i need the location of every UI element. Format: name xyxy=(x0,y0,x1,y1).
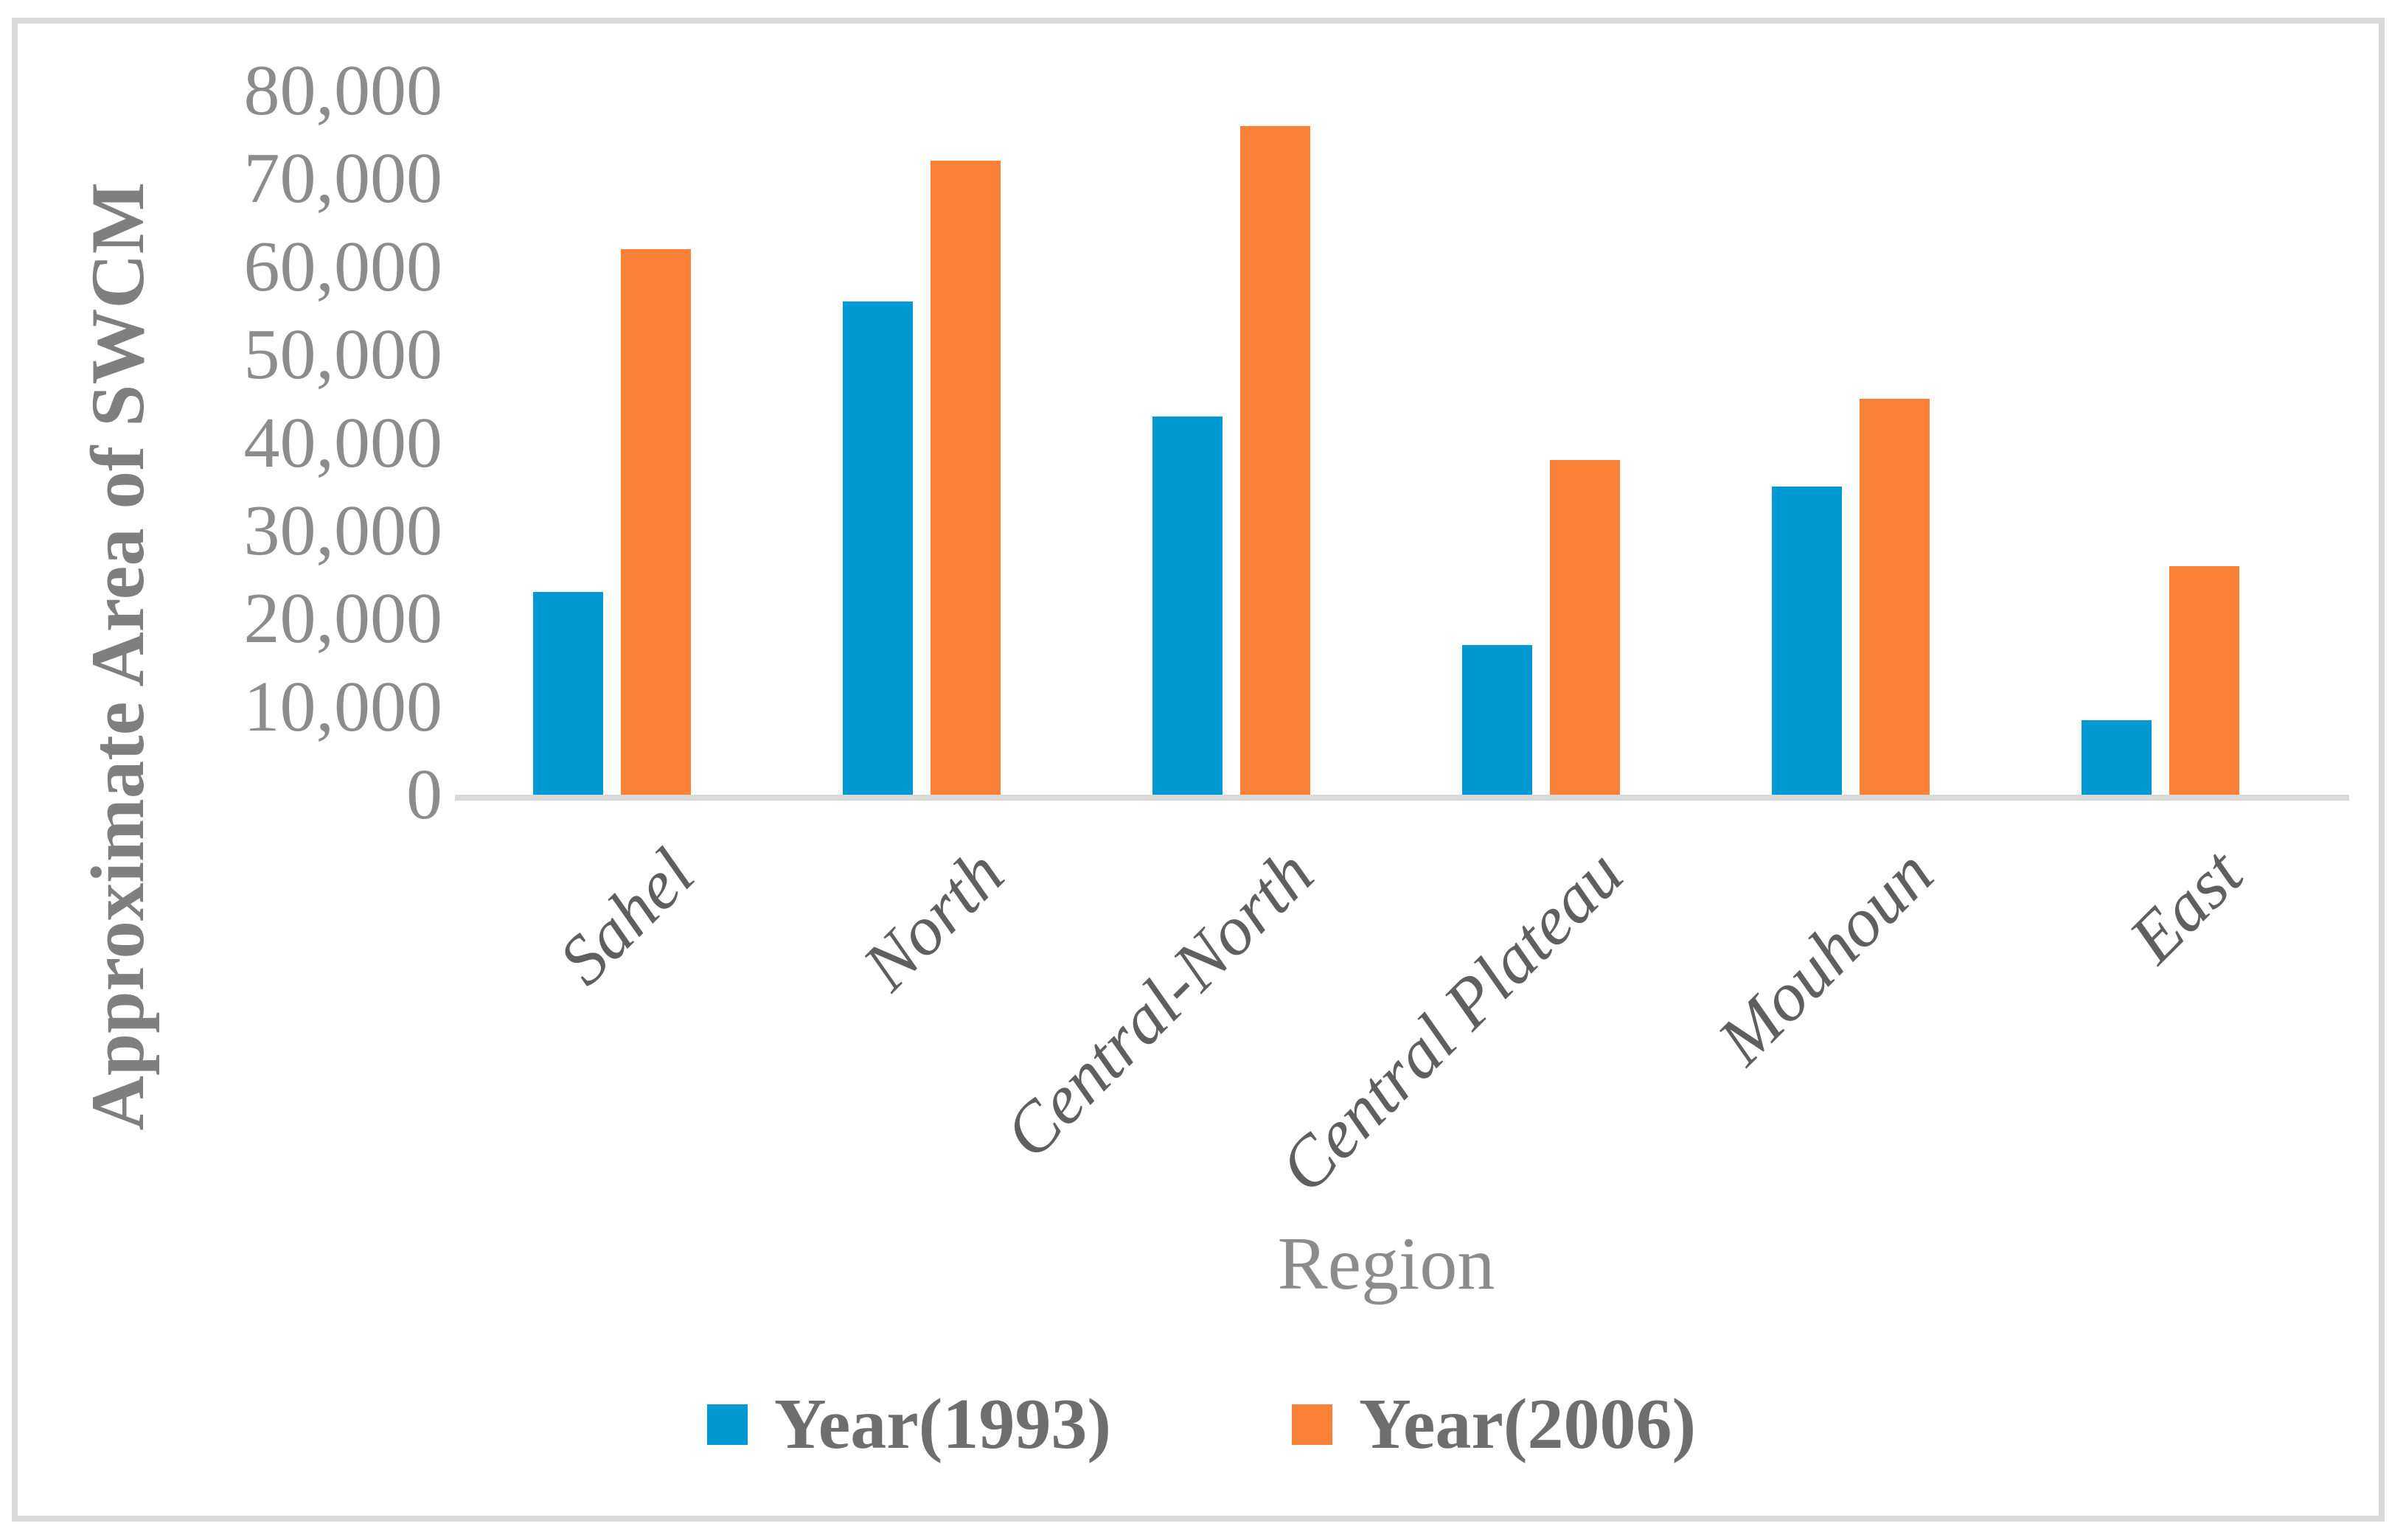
y-tick-label: 70,000 xyxy=(243,139,443,219)
legend-item-year-2006-: Year(2006) xyxy=(1292,1383,1696,1466)
bar-group-east xyxy=(2006,91,2315,795)
legend-swatch xyxy=(1292,1404,1332,1445)
x-category-label: Central-North xyxy=(989,834,1329,1173)
bar-year-1993- xyxy=(843,302,913,795)
bar-year-2006- xyxy=(2169,566,2239,795)
y-tick-label: 0 xyxy=(406,755,442,835)
plot-area xyxy=(457,91,2315,795)
bar-year-1993- xyxy=(533,592,603,795)
bar-year-2006- xyxy=(1550,460,1620,795)
y-tick-label: 50,000 xyxy=(243,315,443,395)
bar-year-2006- xyxy=(931,161,1001,795)
x-category-label: Sahel xyxy=(543,834,709,1000)
bar-year-2006- xyxy=(1240,126,1310,795)
y-tick-label: 20,000 xyxy=(243,579,443,659)
legend-item-year-1993-: Year(1993) xyxy=(706,1383,1111,1466)
bar-group-north xyxy=(767,91,1077,795)
x-axis-title: Region xyxy=(1277,1222,1495,1306)
legend: Year(1993) Year(2006) xyxy=(0,1380,2403,1468)
y-tick-label: 10,000 xyxy=(243,666,443,747)
bar-year-2006- xyxy=(1860,399,1930,795)
y-tick-label: 30,000 xyxy=(243,490,443,571)
bar-group-sahel xyxy=(457,91,767,795)
y-tick-label: 60,000 xyxy=(243,226,443,307)
legend-label: Year(1993) xyxy=(773,1384,1111,1464)
bar-year-1993- xyxy=(2082,720,2152,795)
bar-group-mouhoun xyxy=(1696,91,2006,795)
x-category-label: East xyxy=(2113,834,2258,978)
bar-year-2006- xyxy=(621,249,691,795)
legend-label: Year(2006) xyxy=(1359,1384,1697,1464)
x-category-label: Mouhoun xyxy=(1702,834,1948,1079)
bar-year-1993- xyxy=(1462,645,1532,795)
bar-group-central-north xyxy=(1077,91,1386,795)
y-tick-label: 80,000 xyxy=(243,51,443,130)
y-tick-label: 40,000 xyxy=(243,403,443,483)
bar-year-1993- xyxy=(1152,417,1223,795)
x-category-label: North xyxy=(847,834,1019,1006)
x-axis-line xyxy=(455,795,2349,801)
y-axis-tick-labels: 0 10,000 20,000 30,000 40,000 50,000 60,000 70,… xyxy=(0,0,443,885)
bar-year-1993- xyxy=(1772,487,1842,795)
bar-group-central-plateau xyxy=(1386,91,1696,795)
legend-swatch xyxy=(706,1404,748,1445)
